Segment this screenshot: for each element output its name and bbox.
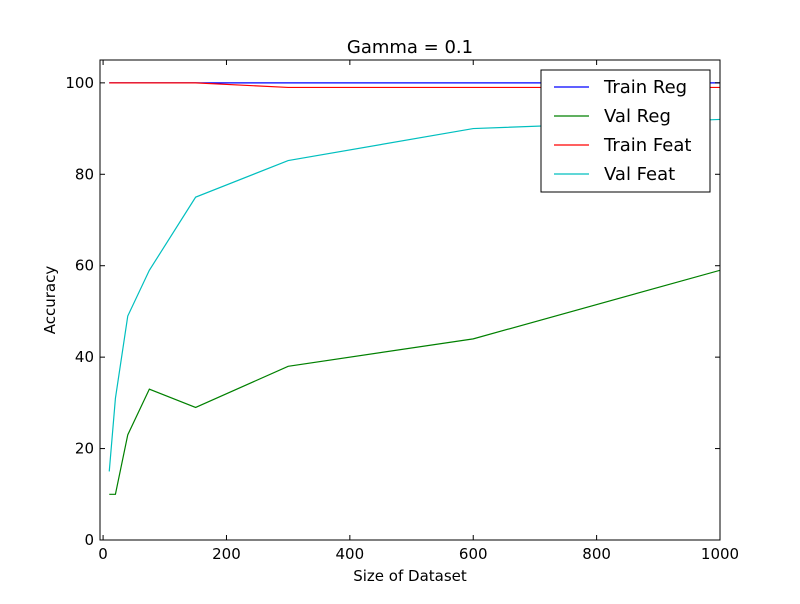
y-tick-label: 0 bbox=[84, 531, 94, 549]
x-tick-label: 200 bbox=[212, 545, 241, 563]
legend-label: Train Feat bbox=[603, 135, 691, 156]
legend-label: Train Reg bbox=[603, 77, 687, 98]
legend-label: Val Reg bbox=[604, 106, 671, 127]
axes-layer: 0 200 400 600 800 1000 0 20 40 60 80 100 bbox=[65, 59, 739, 563]
x-tick-label: 600 bbox=[459, 545, 488, 563]
y-tick-label: 60 bbox=[75, 257, 94, 275]
series-line-val-reg bbox=[109, 269, 720, 495]
series-layer bbox=[108, 82, 720, 495]
x-tick-label: 800 bbox=[582, 545, 611, 563]
plot-frame bbox=[99, 59, 721, 541]
x-tick-label: 400 bbox=[336, 545, 365, 563]
chart-title: Gamma = 0.1 bbox=[347, 37, 473, 58]
x-tick-label: 1000 bbox=[701, 545, 739, 563]
x-axis-label: Size of Dataset bbox=[353, 567, 467, 585]
y-tick-label: 40 bbox=[75, 348, 94, 366]
y-tick-label: 20 bbox=[75, 440, 94, 458]
legend-box bbox=[540, 69, 711, 193]
legend: Train Reg Val Reg Train Feat Val Feat bbox=[540, 69, 711, 193]
series-line-val-feat bbox=[108, 118, 720, 472]
series-line-train-feat bbox=[109, 82, 720, 89]
legend-label: Val Feat bbox=[604, 164, 675, 185]
y-tick-label: 80 bbox=[75, 165, 94, 183]
x-tick-label: 0 bbox=[98, 545, 108, 563]
y-tick-label: 100 bbox=[65, 74, 94, 92]
y-axis-label: Accuracy bbox=[41, 266, 59, 335]
